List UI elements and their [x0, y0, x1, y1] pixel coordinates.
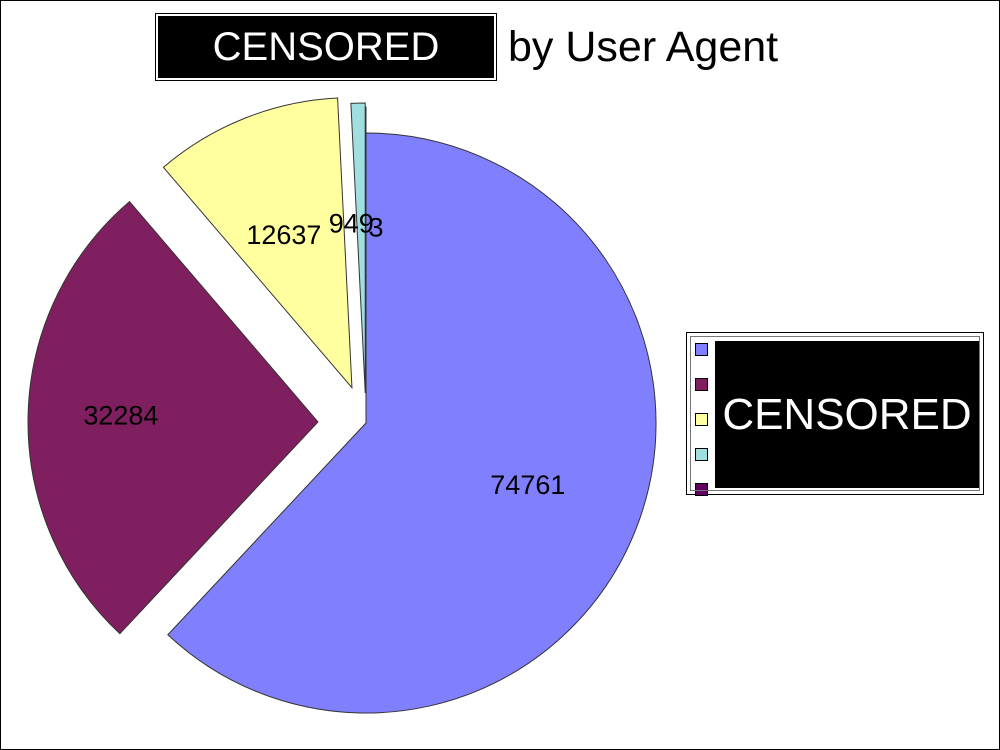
- chart-title: CENSORED by User Agent: [155, 13, 779, 81]
- slice-949: [350, 102, 366, 394]
- title-suffix: by User Agent: [508, 22, 779, 71]
- slice-74761: [167, 132, 657, 714]
- data-label-12637: 12637: [246, 220, 321, 250]
- legend-swatches: [695, 343, 708, 518]
- legend-swatch-2: [695, 378, 708, 391]
- legend-swatch-4: [695, 448, 708, 461]
- title-redaction: CENSORED: [155, 13, 497, 81]
- slice-12637: [162, 97, 353, 390]
- legend: CENSORED: [686, 332, 984, 496]
- data-label-3: 3: [368, 213, 383, 243]
- slice-32284: [27, 200, 319, 635]
- legend-swatch-1: [695, 343, 708, 356]
- data-label-32284: 32284: [83, 401, 158, 431]
- data-label-74761: 74761: [490, 470, 565, 500]
- data-label-949: 949: [329, 209, 374, 239]
- legend-swatch-5: [695, 483, 708, 496]
- legend-swatch-3: [695, 413, 708, 426]
- legend-redaction: CENSORED: [715, 341, 979, 488]
